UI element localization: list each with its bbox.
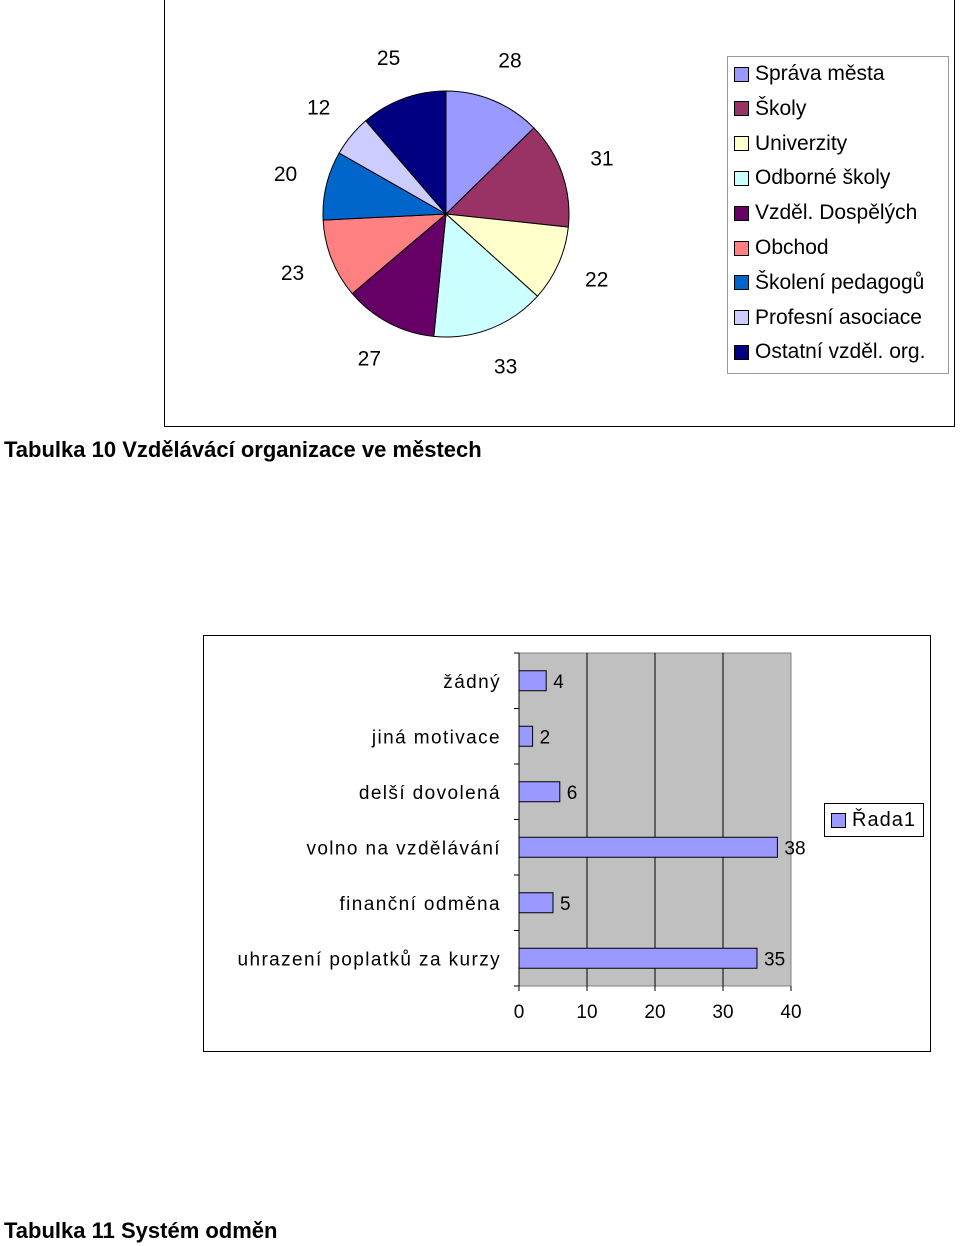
pie-data-label: 31 [590, 147, 613, 170]
pie-legend-label: Vzděl. Dospělých [755, 201, 918, 225]
pie-slice-obchod [322, 213, 448, 295]
pie-legend-item: Školy [734, 97, 806, 121]
pie-chart: 28 31 22 33 27 23 20 12 25 [274, 47, 614, 379]
bar-data-label: 35 [764, 949, 785, 970]
y-category-label: jiná motivace [371, 727, 501, 748]
bar-volno-na-vzdelavani [518, 836, 778, 858]
pie-legend-item: Odborné školy [734, 166, 890, 190]
pie-legend-swatch [734, 344, 749, 360]
bar-legend: Řada1 [824, 803, 924, 837]
pie-data-label: 20 [274, 163, 297, 186]
pie-legend-swatch [734, 275, 749, 291]
pie-legend-swatch [734, 136, 749, 152]
bar-data-label: 6 [567, 783, 578, 804]
y-category-label: delší dovolená [359, 783, 501, 804]
bar-data-label: 4 [553, 672, 564, 693]
bar-chart: 0 10 20 30 40 žádný 4 jiná motivace 2 delší dovol… [238, 652, 806, 1023]
x-tick-label: 40 [780, 1002, 801, 1023]
pie-data-label: 12 [307, 97, 330, 120]
pie-legend-item: Ostatní vzděl. org. [734, 340, 925, 364]
pie-legend-label: Správa města [755, 62, 885, 85]
pie-legend-swatch [734, 310, 749, 326]
bar-uhrazeni-poplatku-za-kurzy [518, 947, 758, 969]
caption-table-11: Tabulka 11 Systém odměn [4, 1218, 278, 1243]
pie-legend-item: Správa města [734, 62, 885, 86]
pie-slice-sprava-mesta [445, 90, 535, 216]
pie-legend-label: Odborné školy [755, 166, 891, 190]
bar-chart-frame: 0 10 20 30 40 žádný 4 jiná motivace 2 delší dovol… [203, 635, 931, 1052]
bar-legend-label: Řada1 [852, 808, 916, 831]
bar-data-label: 2 [540, 727, 551, 748]
x-tick-label: 30 [712, 1002, 733, 1023]
pie-slice-vzdel-dospelych [351, 212, 447, 337]
caption-table-10: Tabulka 10 Vzdělávácí organizace ve měst… [4, 437, 482, 462]
x-tick-label: 0 [514, 1002, 525, 1023]
pie-data-label: 27 [358, 348, 381, 371]
pie-legend-label: Školení pedagogů [755, 270, 925, 294]
bar-zadny [518, 670, 547, 692]
y-category-label: volno na vzdělávání [306, 838, 501, 859]
pie-legend-label: Obchod [755, 236, 829, 259]
x-tick-label: 10 [576, 1002, 597, 1023]
pie-data-label: 33 [494, 355, 517, 378]
pie-legend-swatch [734, 66, 749, 82]
bar-legend-swatch [831, 812, 846, 828]
pie-legend-label: Ostatní vzděl. org. [755, 340, 926, 364]
pie-legend-item: Univerzity [734, 132, 847, 156]
y-category-label: žádný [443, 672, 501, 693]
pie-legend-swatch [734, 170, 749, 186]
pie-legend-swatch [734, 101, 749, 117]
pie-legend-item: Obchod [734, 236, 829, 260]
pie-slice-odborne-skoly [433, 212, 539, 338]
pie-slice-univerzity [444, 213, 569, 297]
pie-legend-swatch [734, 240, 749, 256]
pie-legend-item: Školení pedagogů [734, 271, 924, 295]
pie-legend-swatch [734, 205, 749, 221]
bar-jina-motivace [518, 725, 534, 747]
x-tick-label: 20 [644, 1002, 665, 1023]
bar-financni-odmena [518, 892, 554, 914]
y-category-label: finanční odměna [340, 894, 502, 915]
pie-legend-label: Univerzity [755, 131, 848, 155]
pie-slice-skoly [444, 127, 570, 228]
bar-data-label: 38 [784, 838, 805, 859]
pie-legend: Správa města Školy Univerzity Odborné školy… [727, 56, 949, 374]
pie-data-label: 28 [498, 49, 521, 72]
pie-legend-item: Vzděl. Dospělých [734, 201, 917, 225]
pie-slice-ostatni-vzdel-org [365, 90, 447, 216]
pie-legend-item: Profesní asociace [734, 306, 922, 330]
pie-chart-frame: 28 31 22 33 27 23 20 12 25 Správa města Školy Univ… [164, 0, 955, 427]
bar-data-label: 5 [560, 894, 571, 915]
pie-data-label: 23 [281, 262, 304, 285]
bar-delsi-dovolena [518, 781, 561, 803]
pie-legend-label: Školy [755, 96, 807, 120]
y-category-label: uhrazení poplatků za kurzy [238, 949, 501, 970]
pie-data-label: 25 [377, 47, 400, 70]
pie-data-label: 22 [585, 269, 608, 292]
pie-legend-label: Profesní asociace [755, 305, 922, 329]
